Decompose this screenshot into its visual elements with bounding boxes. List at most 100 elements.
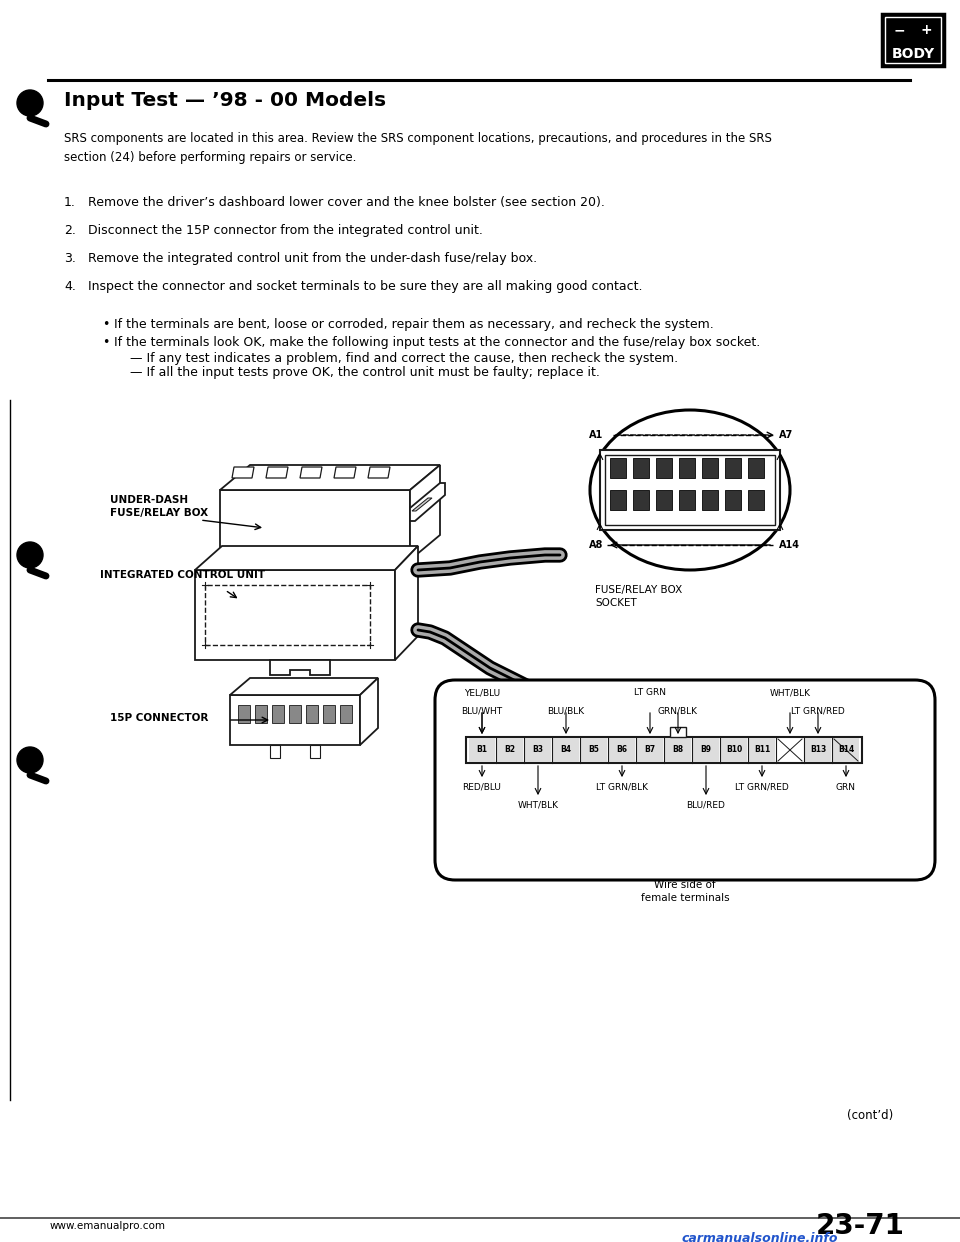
Text: 2.: 2. (64, 224, 76, 237)
Text: Inspect the connector and socket terminals to be sure they are all making good c: Inspect the connector and socket termina… (88, 279, 642, 293)
Text: LT GRN/RED: LT GRN/RED (735, 782, 789, 792)
Text: •: • (102, 337, 109, 349)
Bar (466, 737, 862, 763)
Text: carmanualsonline.info: carmanualsonline.info (682, 1232, 838, 1242)
Text: B9: B9 (701, 745, 711, 754)
Text: WHT/BLK: WHT/BLK (517, 801, 559, 810)
Polygon shape (310, 745, 320, 758)
FancyBboxPatch shape (435, 681, 935, 881)
Polygon shape (220, 465, 440, 491)
Text: GRN: GRN (836, 782, 856, 792)
Text: LT GRN: LT GRN (634, 688, 666, 697)
Circle shape (17, 89, 43, 116)
Text: A8: A8 (588, 540, 603, 550)
Polygon shape (270, 745, 280, 758)
Bar (748, 458, 764, 478)
Text: −: − (894, 24, 905, 37)
Text: Input Test — ’98 - 00 Models: Input Test — ’98 - 00 Models (64, 91, 386, 109)
Text: A7: A7 (779, 430, 793, 440)
Text: (cont’d): (cont’d) (847, 1109, 893, 1122)
Polygon shape (220, 491, 410, 560)
Text: B2: B2 (505, 745, 516, 754)
Text: BLU/RED: BLU/RED (686, 801, 726, 810)
Polygon shape (266, 467, 288, 478)
Text: B10: B10 (726, 745, 742, 754)
Bar (497, 738, 523, 763)
Text: 15P CONNECTOR: 15P CONNECTOR (110, 713, 208, 723)
Text: YEL/BLU: YEL/BLU (464, 688, 500, 697)
Polygon shape (195, 570, 395, 660)
Bar (581, 738, 607, 763)
Text: B8: B8 (672, 745, 684, 754)
Text: 23-71: 23-71 (816, 1212, 905, 1240)
Text: B14: B14 (838, 745, 854, 754)
Bar (748, 491, 764, 510)
Bar (885, 17, 941, 63)
Bar (525, 738, 551, 763)
Polygon shape (410, 465, 440, 560)
Text: B13: B13 (810, 745, 827, 754)
Polygon shape (232, 467, 254, 478)
Text: SRS components are located in this area. Review the SRS component locations, pre: SRS components are located in this area.… (64, 132, 772, 164)
Polygon shape (368, 467, 390, 478)
Circle shape (17, 542, 43, 568)
Text: — If any test indicates a problem, find and correct the cause, then recheck the : — If any test indicates a problem, find … (130, 351, 678, 365)
Text: If the terminals are bent, loose or corroded, repair them as necessary, and rech: If the terminals are bent, loose or corr… (114, 318, 713, 332)
Text: 3.: 3. (64, 252, 76, 265)
Bar (833, 738, 859, 763)
Bar (656, 458, 672, 478)
Bar (600, 450, 780, 530)
Text: UNDER-DASH
FUSE/RELAY BOX: UNDER-DASH FUSE/RELAY BOX (110, 496, 208, 518)
Text: LT GRN/RED: LT GRN/RED (791, 705, 845, 715)
Text: LT GRN/BLK: LT GRN/BLK (596, 782, 648, 792)
Text: www.emanualpro.com: www.emanualpro.com (50, 1221, 166, 1231)
Bar (323, 705, 335, 723)
Bar (306, 705, 318, 723)
Bar (469, 738, 495, 763)
Text: — If all the input tests prove OK, the control unit must be faulty; replace it.: — If all the input tests prove OK, the c… (130, 366, 600, 379)
Text: INTEGRATED CONTROL UNIT: INTEGRATED CONTROL UNIT (100, 570, 265, 580)
Text: +: + (921, 24, 932, 37)
Text: Remove the integrated control unit from the under-dash fuse/relay box.: Remove the integrated control unit from … (88, 252, 538, 265)
Text: •: • (102, 318, 109, 332)
Bar (693, 738, 719, 763)
Bar (553, 738, 579, 763)
Bar (656, 491, 672, 510)
Text: BODY: BODY (892, 47, 935, 61)
Bar (633, 458, 649, 478)
Bar (665, 738, 691, 763)
Bar (633, 491, 649, 510)
Polygon shape (410, 483, 445, 520)
Bar (725, 458, 741, 478)
Text: GRN/BLK: GRN/BLK (658, 705, 698, 715)
Polygon shape (230, 696, 360, 745)
Text: Disconnect the 15P connector from the integrated control unit.: Disconnect the 15P connector from the in… (88, 224, 483, 237)
Polygon shape (195, 546, 418, 570)
Text: 4.: 4. (64, 279, 76, 293)
Bar (749, 738, 775, 763)
Bar (340, 705, 352, 723)
Text: B1: B1 (476, 745, 488, 754)
Text: B3: B3 (533, 745, 543, 754)
Polygon shape (230, 678, 378, 696)
Text: B6: B6 (616, 745, 628, 754)
Bar (679, 491, 695, 510)
Bar (882, 14, 944, 66)
Polygon shape (270, 660, 330, 674)
Bar (238, 705, 250, 723)
Bar (205, 585, 370, 645)
Text: A14: A14 (779, 540, 800, 550)
Text: B7: B7 (644, 745, 656, 754)
Text: FUSE/RELAY BOX
SOCKET: FUSE/RELAY BOX SOCKET (595, 585, 683, 609)
Bar (610, 491, 626, 510)
Bar (721, 738, 747, 763)
Polygon shape (360, 678, 378, 745)
Ellipse shape (590, 410, 790, 570)
Polygon shape (300, 467, 322, 478)
Text: WHT/BLK: WHT/BLK (770, 688, 810, 697)
Text: B4: B4 (561, 745, 571, 754)
Polygon shape (412, 498, 432, 510)
Bar (609, 738, 635, 763)
Text: A1: A1 (588, 430, 603, 440)
Text: BLU/BLK: BLU/BLK (547, 705, 585, 715)
